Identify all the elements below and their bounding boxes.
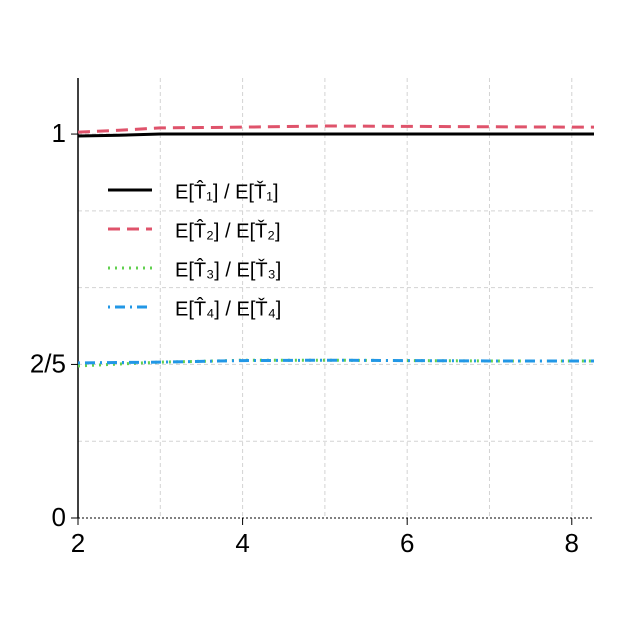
y-tick-label: 2/5 — [30, 348, 66, 378]
legend-label: E[T̂₄] / E[Ť₄] — [175, 297, 281, 320]
x-tick-label: 8 — [565, 528, 579, 558]
x-tick-label: 6 — [400, 528, 414, 558]
legend-label: E[T̂₃] / E[Ť₃] — [175, 258, 281, 281]
y-tick-label: 0 — [52, 502, 66, 532]
series-line — [77, 358, 594, 365]
x-tick-label: 4 — [235, 528, 249, 558]
series-line — [77, 132, 594, 138]
x-tick-label: 2 — [71, 528, 85, 558]
y-tick-label: 1 — [52, 118, 66, 148]
series-line — [77, 124, 594, 134]
legend-label: E[T̂₁] / E[Ť₁] — [175, 180, 279, 203]
legend-label: E[T̂₂] / E[Ť₂] — [175, 219, 281, 242]
